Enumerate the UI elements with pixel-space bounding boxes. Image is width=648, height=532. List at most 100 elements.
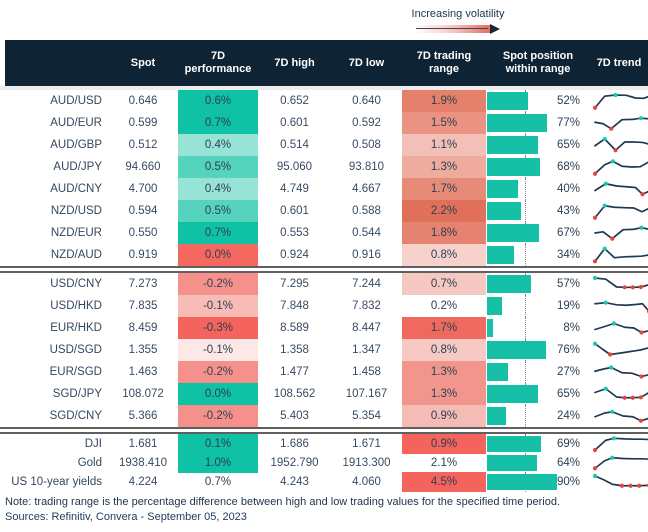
position-pct: 76% — [556, 344, 580, 356]
performance-cell: 0.4% — [178, 178, 258, 200]
trend-sparkline — [590, 317, 648, 339]
position-cell: 77% — [486, 112, 590, 134]
position-bar — [487, 436, 541, 452]
position-cell: 8% — [486, 317, 590, 339]
position-pct: 43% — [556, 205, 580, 217]
spot-value: 1.355 — [128, 344, 158, 356]
position-bar — [487, 407, 506, 425]
table-row: AUD/USD 0.646 0.6% 0.652 0.640 1.9% 52% — [0, 90, 648, 112]
row-label: AUD/USD — [50, 95, 102, 107]
trend-sparkline — [590, 200, 648, 222]
spot-value: 0.599 — [128, 117, 158, 129]
column-header: 7D performance — [184, 50, 252, 75]
spot-value: 7.835 — [128, 300, 158, 312]
column-header: 7D low — [348, 56, 385, 69]
high-value: 4.243 — [280, 476, 309, 488]
low-value: 1913.300 — [342, 457, 391, 469]
trend-sparkline — [590, 405, 648, 427]
range-cell: 1.1% — [402, 134, 486, 156]
position-pct: 34% — [556, 249, 580, 261]
range-cell: 1.9% — [402, 90, 486, 112]
range-cell: 0.9% — [402, 434, 486, 454]
performance-cell: 0.7% — [178, 112, 258, 134]
table-row: USD/HKD 7.835 -0.1% 7.848 7.832 0.2% 19% — [0, 295, 648, 317]
column-header: 7D trading range — [416, 50, 472, 75]
low-value: 4.667 — [352, 183, 381, 195]
position-bar — [487, 158, 540, 176]
high-value: 1.477 — [280, 366, 309, 378]
trend-sparkline — [590, 339, 648, 361]
performance-cell: -0.2% — [178, 405, 258, 427]
volatility-arrow-shaft — [416, 28, 488, 29]
position-bar — [487, 114, 547, 132]
range-cell: 4.5% — [402, 472, 486, 492]
low-value: 7.244 — [352, 278, 381, 290]
low-value: 8.447 — [352, 322, 381, 334]
row-label: USD/CNY — [50, 278, 102, 290]
row-label: Gold — [77, 457, 102, 469]
table-section: DJI 1.681 0.1% 1.686 1.671 0.9% 69% Gold 1938.41… — [0, 434, 648, 492]
table-row: AUD/GBP 0.512 0.4% 0.514 0.508 1.1% 65% — [0, 134, 648, 156]
position-bar — [487, 474, 557, 490]
trend-sparkline — [590, 295, 648, 317]
position-bar — [487, 455, 537, 471]
row-label: DJI — [84, 438, 102, 450]
trend-sparkline — [590, 112, 648, 134]
range-cell: 0.8% — [402, 244, 486, 266]
range-cell: 0.8% — [402, 339, 486, 361]
high-value: 1.358 — [280, 344, 309, 356]
table-row: NZD/AUD 0.919 0.0% 0.924 0.916 0.8% 34% — [0, 244, 648, 266]
row-label: USD/SGD — [49, 344, 102, 356]
table-row: NZD/EUR 0.550 0.7% 0.553 0.544 1.8% 67% — [0, 222, 648, 244]
table-section: AUD/USD 0.646 0.6% 0.652 0.640 1.9% 52% AUD/EUR… — [0, 90, 648, 266]
row-label: US 10-year yields — [11, 476, 102, 488]
high-value: 4.749 — [280, 183, 309, 195]
column-header: 7D trend — [596, 56, 642, 69]
row-label: EUR/HKD — [50, 322, 102, 334]
high-value: 5.403 — [280, 410, 309, 422]
high-value: 95.060 — [276, 161, 313, 173]
row-label: SGD/CNY — [49, 410, 102, 422]
column-header: Spot — [130, 56, 156, 69]
row-label: SGD/JPY — [52, 388, 102, 400]
range-cell: 1.3% — [402, 361, 486, 383]
table-row: NZD/USD 0.594 0.5% 0.601 0.588 2.2% 43% — [0, 200, 648, 222]
position-cell: 69% — [486, 434, 590, 454]
low-value: 0.640 — [352, 95, 381, 107]
position-cell: 57% — [486, 273, 590, 295]
performance-cell: 0.7% — [204, 476, 232, 488]
position-pct: 19% — [556, 300, 580, 312]
spot-value: 0.512 — [128, 139, 158, 151]
position-cell: 24% — [486, 405, 590, 427]
high-value: 108.562 — [273, 388, 316, 400]
low-value: 0.916 — [352, 249, 381, 261]
performance-cell: -0.3% — [178, 317, 258, 339]
position-cell: 27% — [486, 361, 590, 383]
row-label: AUD/JPY — [53, 161, 102, 173]
position-bar — [487, 341, 546, 359]
position-pct: 68% — [556, 161, 580, 173]
trend-sparkline — [590, 222, 648, 244]
position-pct: 24% — [556, 410, 580, 422]
low-value: 5.354 — [352, 410, 381, 422]
volatility-gradient — [416, 25, 490, 33]
table-row: DJI 1.681 0.1% 1.686 1.671 0.9% 69% — [0, 434, 648, 454]
high-value: 0.601 — [280, 117, 309, 129]
range-cell: 0.2% — [430, 300, 458, 312]
table-row: SGD/CNY 5.366 -0.2% 5.403 5.354 0.9% 24% — [0, 405, 648, 427]
spot-value: 8.459 — [128, 322, 158, 334]
spot-value: 5.366 — [128, 410, 158, 422]
row-label: NZD/USD — [50, 205, 102, 217]
high-value: 7.848 — [280, 300, 309, 312]
spot-value: 1.463 — [128, 366, 158, 378]
range-cell: 2.2% — [402, 200, 486, 222]
row-label: AUD/GBP — [50, 139, 102, 151]
low-value: 107.167 — [345, 388, 388, 400]
position-bar — [487, 363, 508, 381]
sources-text: Sources: Refinitiv, Convera - September … — [5, 511, 247, 523]
position-cell: 76% — [486, 339, 590, 361]
high-value: 0.652 — [280, 95, 309, 107]
table-row: EUR/SGD 1.463 -0.2% 1.477 1.458 1.3% 27% — [0, 361, 648, 383]
position-bar — [487, 202, 521, 220]
